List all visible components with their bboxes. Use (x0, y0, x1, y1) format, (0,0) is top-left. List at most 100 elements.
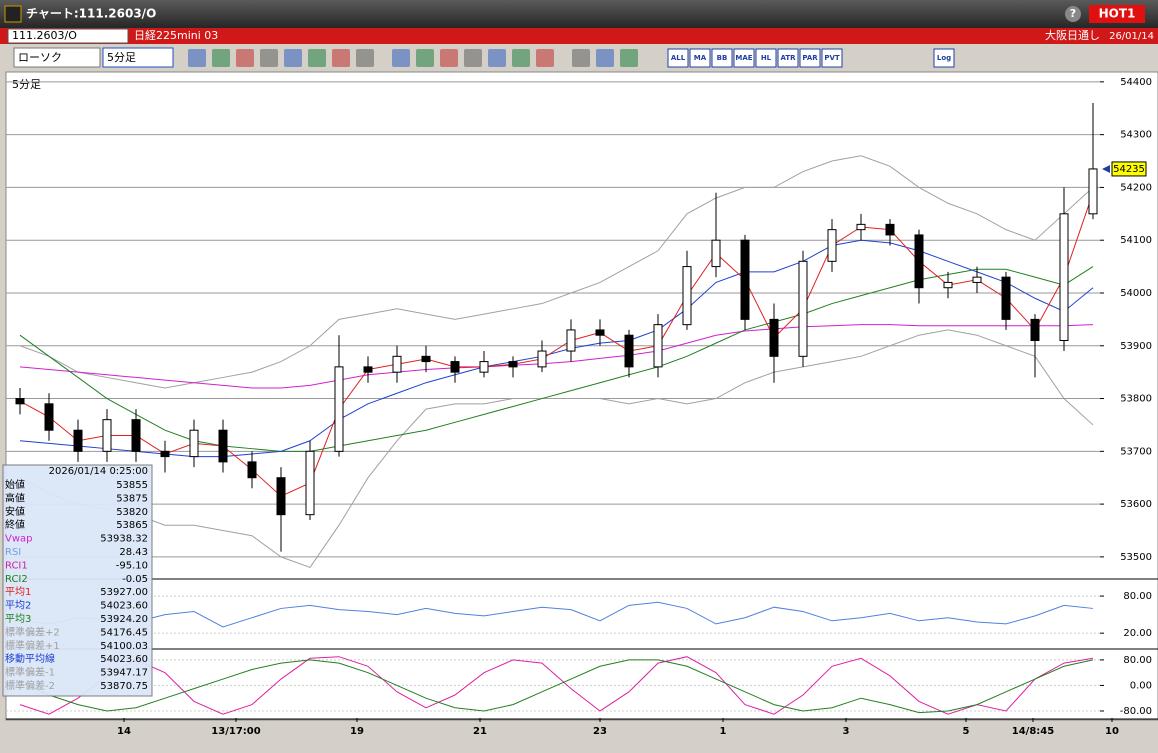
toolbar-icon[interactable] (416, 49, 434, 67)
candle-body (827, 229, 837, 262)
toolbar-icon[interactable] (572, 49, 590, 67)
info-value: 53875 (116, 493, 148, 504)
info-label: Vwap (5, 534, 33, 545)
toolbar-button[interactable] (755, 48, 777, 68)
toolbar-button-label: MAE (735, 54, 752, 62)
toolbar-icon[interactable] (464, 49, 482, 67)
toolbar-button[interactable] (689, 48, 711, 68)
indicator-line (19, 192, 1094, 497)
info-label: 標準偏差-2 (5, 679, 55, 692)
toolbar-button[interactable] (821, 48, 843, 68)
window-title: チャート:111.2603/O (26, 7, 156, 21)
info-label: 安値 (5, 505, 25, 518)
info-label: 高値 (5, 491, 25, 504)
candle-body (73, 429, 83, 452)
candle-body (943, 281, 953, 289)
x-tick-label: 14 (117, 726, 131, 737)
candle-body (160, 450, 170, 458)
hot-label: HOT1 (1099, 7, 1136, 21)
candle-body (276, 477, 286, 516)
toolbar-icon[interactable] (488, 49, 506, 67)
candle-body (653, 324, 663, 368)
info-label: 標準偏差+1 (5, 639, 60, 652)
y-tick-label: 53800 (1120, 394, 1152, 405)
toolbar-button-label: MA (694, 54, 707, 62)
interval-select[interactable] (102, 47, 174, 68)
info-label: 終値 (5, 518, 25, 531)
toolbar-icon[interactable] (512, 49, 530, 67)
toolbar-icon[interactable] (536, 49, 554, 67)
candle-body (798, 260, 808, 357)
style-label: ローソク (18, 51, 62, 64)
toolbar-icon[interactable] (440, 49, 458, 67)
info-label: 標準偏差-1 (5, 666, 55, 679)
candle-body (450, 361, 460, 373)
indicator-line (19, 659, 1094, 714)
candle-body (566, 329, 576, 352)
candle-body (508, 361, 518, 368)
x-tick-label: 19 (350, 726, 364, 737)
candle-body (363, 366, 373, 373)
toolbar-icon[interactable] (212, 49, 230, 67)
info-label: RSI (5, 547, 21, 558)
indicator-line (19, 324, 1094, 389)
x-tick-label: 3 (843, 726, 850, 737)
toolbar-icon[interactable] (356, 49, 374, 67)
candle-body (856, 223, 866, 231)
candle-body (421, 355, 431, 363)
info-label: 平均1 (5, 586, 31, 598)
toolbar-button-label: ATR (780, 54, 796, 62)
app-icon (4, 5, 22, 23)
toolbar-button-label: PAR (802, 54, 818, 62)
hot-badge[interactable] (1089, 5, 1145, 23)
info-value: 53924.20 (100, 614, 148, 625)
toolbar-button-label: HL (761, 54, 772, 62)
toolbar-icon[interactable] (392, 49, 410, 67)
toolbar-icon[interactable] (188, 49, 206, 67)
candle-body (1059, 213, 1069, 341)
toolbar-icon[interactable] (260, 49, 278, 67)
toolbar-button[interactable] (711, 48, 733, 68)
toolbar-icon[interactable] (596, 49, 614, 67)
info-value: 54176.45 (100, 627, 148, 638)
info-value: 54023.60 (100, 654, 148, 665)
toolbar-button-label: Log (937, 54, 951, 62)
x-tick-label: 10 (1105, 726, 1119, 737)
info-panel (2, 464, 153, 697)
candle-body (682, 266, 692, 326)
toolbar-icon[interactable] (620, 49, 638, 67)
indicator-line (19, 266, 1094, 452)
y-tick-label: 54000 (1120, 288, 1152, 299)
indicator-line (19, 656, 1094, 715)
info-label: RCI2 (5, 574, 28, 585)
info-value: 53820 (116, 507, 148, 518)
toolbar-icon[interactable] (308, 49, 326, 67)
last-price-arrow (1102, 164, 1110, 173)
toolbar-icon[interactable] (332, 49, 350, 67)
info-value: 53870.75 (100, 681, 148, 692)
toolbar-icon[interactable] (284, 49, 302, 67)
toolbar-icon[interactable] (236, 49, 254, 67)
symbol-box[interactable] (7, 28, 129, 44)
candle-body (189, 429, 199, 458)
y-tick-label: 53900 (1120, 341, 1152, 352)
info-value: 54100.03 (100, 641, 148, 652)
x-tick-label: 13/17:00 (211, 726, 260, 737)
x-tick-label: 14/8:45 (1012, 726, 1054, 737)
toolbar-button[interactable] (933, 48, 955, 68)
date: 26/01/14 (1109, 31, 1154, 42)
info-label: 移動平均線 (5, 652, 55, 665)
style-select[interactable] (13, 47, 101, 68)
toolbar-button[interactable] (667, 48, 689, 68)
info-value: -0.05 (122, 574, 148, 585)
toolbar-button[interactable] (799, 48, 821, 68)
toolbar-button-label: BB (717, 54, 728, 62)
info-label: 平均3 (5, 613, 31, 625)
help-button[interactable] (1065, 6, 1081, 22)
info-label: RCI1 (5, 560, 28, 571)
y-tick-label: 54200 (1120, 182, 1152, 193)
y-tick-label: 54100 (1120, 235, 1152, 246)
toolbar-button[interactable] (777, 48, 799, 68)
toolbar-button[interactable] (733, 48, 755, 68)
